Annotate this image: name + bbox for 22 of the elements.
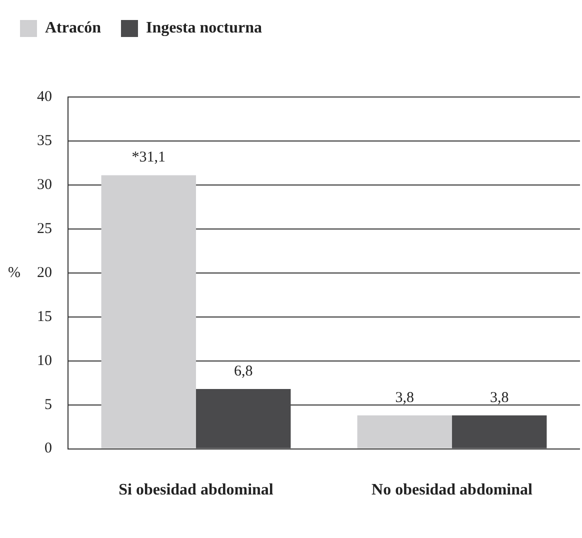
y-tick-label: 15	[37, 308, 52, 325]
x-tick-label: Si obesidad abdominal	[118, 482, 274, 499]
y-tick-label: 20	[37, 264, 52, 281]
legend-label: Ingesta nocturna	[146, 20, 262, 37]
bar	[357, 415, 452, 448]
bar	[196, 388, 291, 448]
y-tick-label: 40	[37, 88, 52, 105]
y-tick-label: 5	[44, 396, 52, 413]
legend-label: Atracón	[45, 20, 102, 37]
data-label: 3,8	[490, 390, 509, 406]
bar	[452, 415, 547, 448]
data-label: 6,8	[234, 363, 253, 380]
x-tick-label: No obesidad abdominal	[372, 482, 534, 499]
data-label: 3,8	[395, 390, 414, 406]
data-label: *31,1	[132, 150, 166, 166]
bar	[101, 175, 196, 448]
y-tick-label: 35	[37, 132, 52, 149]
y-tick-label: 30	[37, 176, 52, 193]
y-tick-label: 0	[44, 440, 52, 457]
y-tick-label: 10	[37, 352, 52, 369]
y-tick-label: 25	[37, 220, 52, 237]
y-axis-title: %	[8, 264, 20, 281]
